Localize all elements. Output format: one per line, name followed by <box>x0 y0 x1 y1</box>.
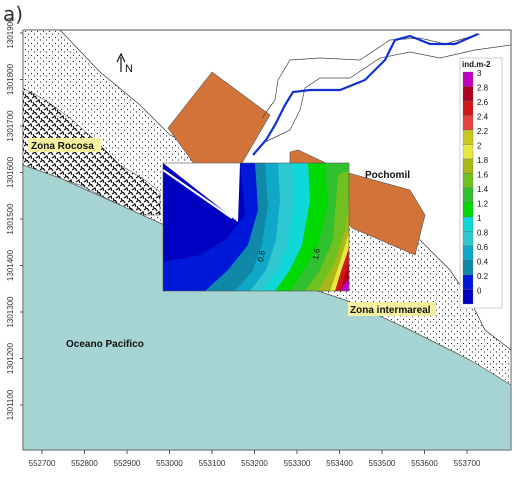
x-tick-label: 553400 <box>326 459 353 468</box>
x-tick-label: 553200 <box>241 459 268 468</box>
zona-intermareal-highlight <box>348 302 436 316</box>
y-tick-label: 1301100 <box>6 389 15 420</box>
y-tick-label: 1301400 <box>6 249 15 281</box>
legend-level-label: 0.2 <box>477 272 489 281</box>
legend-level-label: 1 <box>477 214 482 223</box>
x-tick-label: 552700 <box>29 459 56 468</box>
legend-swatch <box>462 245 474 261</box>
x-axis: 552700 552800 552900 553000 553100 553200 5533… <box>29 450 481 468</box>
legend-swatch <box>462 71 474 87</box>
label-pochomil: Pochomil <box>365 170 410 181</box>
x-tick-label: 553700 <box>454 459 481 468</box>
y-tick-label: 1301200 <box>6 342 15 374</box>
legend-level-label: 0.4 <box>477 258 489 267</box>
contour-label-1: 0.6 <box>256 249 267 262</box>
legend-swatch <box>462 86 474 102</box>
north-label: N <box>125 63 133 75</box>
road-line <box>261 33 481 119</box>
legend-swatch <box>462 144 474 160</box>
legend-swatch <box>462 129 474 145</box>
legend-level-label: 1.2 <box>477 200 489 209</box>
y-tick-label: 1301500 <box>6 203 15 235</box>
label-oceano: Oceano Pacifico <box>66 339 144 350</box>
legend-swatch <box>462 274 474 290</box>
y-tick-label: 1301900 <box>6 17 15 49</box>
legend-level-label: 1.4 <box>477 185 489 194</box>
river <box>252 32 479 156</box>
legend-level-label: 2.4 <box>477 113 489 122</box>
label-zona-rocosa: Zona Rocosa <box>31 141 94 152</box>
legend-level-label: 0 <box>477 287 482 296</box>
legend-title: ind.m-2 <box>462 60 491 69</box>
road-line-2 <box>264 44 511 143</box>
zona-rocosa-highlight <box>28 138 101 152</box>
legend-level-label: 0.8 <box>477 229 489 238</box>
legend-swatch <box>462 187 474 203</box>
legend-level-label: 2.8 <box>477 84 489 93</box>
y-tick-label: 1301600 <box>6 156 15 188</box>
legend-swatch <box>462 231 474 247</box>
legend-level-label: 2.2 <box>477 127 489 136</box>
north-arrow <box>116 52 126 72</box>
legend-swatch <box>462 115 474 131</box>
y-tick-label: 1301300 <box>6 296 15 328</box>
x-tick-label: 552900 <box>114 459 141 468</box>
legend-level-label: 2.6 <box>477 98 489 107</box>
x-tick-label: 553600 <box>411 459 438 468</box>
contour-inset <box>162 162 350 292</box>
legend-swatch <box>462 100 474 116</box>
legend: ind.m-2 3 2.8 2.6 2.4 2.2 2 1.8 1.6 1.4 1.2 1 0.8 0.… <box>459 57 503 309</box>
legend-level-label: 1.8 <box>477 156 489 165</box>
legend-level-label: 1.6 <box>477 171 489 180</box>
legend-swatch <box>462 289 474 305</box>
legend-level-label: 3 <box>477 69 482 78</box>
y-tick-label: 1301700 <box>6 110 15 142</box>
legend-swatch <box>462 173 474 189</box>
contour-label-2: 1.6 <box>311 247 322 260</box>
x-tick-label: 553100 <box>199 459 226 468</box>
legend-swatch <box>462 260 474 276</box>
legend-swatch <box>462 158 474 174</box>
x-tick-label: 553000 <box>156 459 183 468</box>
panel-label: a) <box>3 2 24 26</box>
legend-swatch <box>462 202 474 218</box>
x-tick-label: 552800 <box>71 459 98 468</box>
legend-swatch <box>462 216 474 232</box>
x-tick-label: 553500 <box>369 459 396 468</box>
x-tick-label: 553300 <box>284 459 311 468</box>
y-axis: 1301900 1301800 1301700 1301600 1301500 13014… <box>6 17 23 420</box>
legend-level-label: 0.6 <box>477 243 489 252</box>
label-zona-intermareal: Zona intermareal <box>350 305 431 316</box>
y-tick-label: 1301800 <box>6 63 15 95</box>
legend-level-label: 2 <box>477 142 482 151</box>
